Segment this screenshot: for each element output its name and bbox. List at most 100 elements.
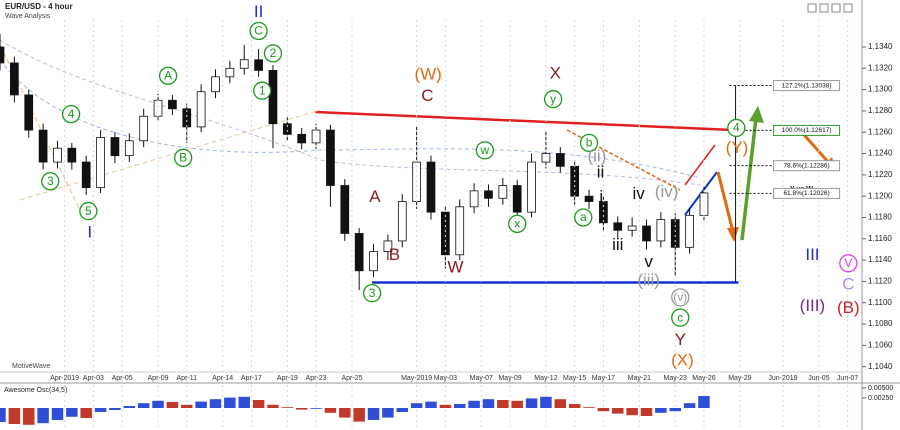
candle-body <box>297 133 307 144</box>
x-tick-label: May-03 <box>434 375 457 382</box>
candle-body <box>139 115 149 142</box>
candle-body <box>354 233 364 272</box>
wave-label-circle <box>61 104 81 124</box>
x-tick-label: Jun-05 <box>808 375 830 382</box>
oscillator-bar <box>281 407 294 408</box>
wave-label: (iii) <box>637 270 660 289</box>
wave-label: (Y) <box>726 138 749 157</box>
candle-body <box>613 222 623 231</box>
wave-label: V <box>844 256 852 270</box>
wave-label-circle <box>508 214 527 234</box>
wave-label: v <box>644 252 653 271</box>
wave-label: (ii) <box>587 147 606 166</box>
watermark: MotiveWave <box>12 363 50 370</box>
tool-icon[interactable] <box>819 3 829 13</box>
projection-arrow <box>740 117 758 241</box>
wave-label: iii <box>612 235 623 254</box>
wave-label: 3 <box>369 286 376 300</box>
oscillator-bar <box>540 396 552 408</box>
wave-label-circle <box>41 172 60 191</box>
oscillator-bar <box>94 408 107 412</box>
wave-label: (iv) <box>655 182 679 201</box>
oscillator-bar <box>640 408 653 416</box>
y-tick-label: 1.1160 <box>868 234 892 243</box>
candle-body <box>67 147 77 163</box>
oscillator-bar <box>137 403 150 408</box>
oscillator-bar <box>123 406 136 408</box>
candle-body <box>527 161 536 213</box>
oscillator-bar <box>166 402 179 408</box>
candle-body <box>685 214 694 248</box>
candle-body <box>124 140 134 157</box>
trend-line <box>19 109 321 201</box>
y-tick-label: 1.1120 <box>868 277 892 286</box>
wave-label: A <box>369 187 381 206</box>
wave-label: (III) <box>800 296 826 315</box>
oscillator-bar <box>439 404 452 408</box>
x-tick-label: Jun-2019 <box>768 375 797 382</box>
wave-label-circle <box>543 90 563 109</box>
wave-label: 4 <box>733 121 740 135</box>
candle-body <box>268 70 278 125</box>
y-tick-label: 0.00250 <box>868 395 893 402</box>
x-tick-label: Jun-07 <box>837 375 859 382</box>
candle-body <box>53 147 62 163</box>
candle-body <box>81 161 91 189</box>
oscillator-bar <box>482 399 495 408</box>
candle-body <box>627 225 637 231</box>
tool-icon[interactable] <box>807 3 817 13</box>
oscillator-bar <box>37 408 49 424</box>
wave-label: w <box>480 143 490 157</box>
x-tick-label: Apr-14 <box>212 375 233 382</box>
wave-label-circle <box>839 254 858 273</box>
wave-label-circle <box>174 148 193 167</box>
wave-label-circle <box>253 81 272 100</box>
oscillator-bar <box>295 408 308 410</box>
oscillator-bar <box>181 404 193 408</box>
oscillator-bar <box>525 398 538 408</box>
oscillator-bar <box>425 401 437 408</box>
wave-label-circle <box>671 288 690 307</box>
tool-icon[interactable] <box>843 3 853 13</box>
wave-label-circle <box>79 201 98 221</box>
candle-body <box>541 153 551 163</box>
oscillator-bar <box>655 408 667 413</box>
x-tick-label: May-09 <box>498 375 521 382</box>
y-tick-label: 1.1300 <box>868 85 893 94</box>
oscillator-bar <box>497 400 509 408</box>
wave-label: C <box>421 86 433 105</box>
y-tick-label: 1.1080 <box>868 319 893 328</box>
wave-label: I <box>87 222 92 241</box>
wave-label: C <box>254 24 263 38</box>
wave-label-circle <box>158 66 178 85</box>
y-tick-label: 1.1320 <box>868 63 893 72</box>
oscillator-bar <box>683 403 696 408</box>
wave-label: (v) <box>673 290 687 304</box>
oscillator-bar <box>597 408 610 412</box>
wave-label-circle <box>727 118 746 138</box>
candle-body <box>642 225 651 242</box>
oscillator-bar <box>511 400 523 408</box>
candle-body <box>282 123 292 135</box>
projection-arrow <box>716 171 735 233</box>
oscillator-bar <box>209 399 222 408</box>
y-tick-label: 1.1200 <box>868 191 893 200</box>
x-tick-label: Apr-09 <box>148 375 169 382</box>
wave-label-circle <box>263 44 283 63</box>
oscillator-bar <box>80 408 92 418</box>
oscillator-bar <box>367 408 380 420</box>
oscillator-bar <box>66 408 78 417</box>
wave-label: x <box>514 217 520 231</box>
oscillator-bar <box>195 401 207 408</box>
candle-body <box>225 67 235 78</box>
wave-label: 1 <box>259 83 266 97</box>
tool-icon[interactable] <box>831 3 841 13</box>
y-tick-label: 1.1260 <box>868 127 893 136</box>
y-tick-label: 1.1340 <box>868 42 893 51</box>
y-tick-label: 1.1220 <box>868 170 893 179</box>
oscillator-bar <box>612 408 624 414</box>
wave-label: W <box>447 258 463 277</box>
fib-label-box <box>773 80 841 92</box>
